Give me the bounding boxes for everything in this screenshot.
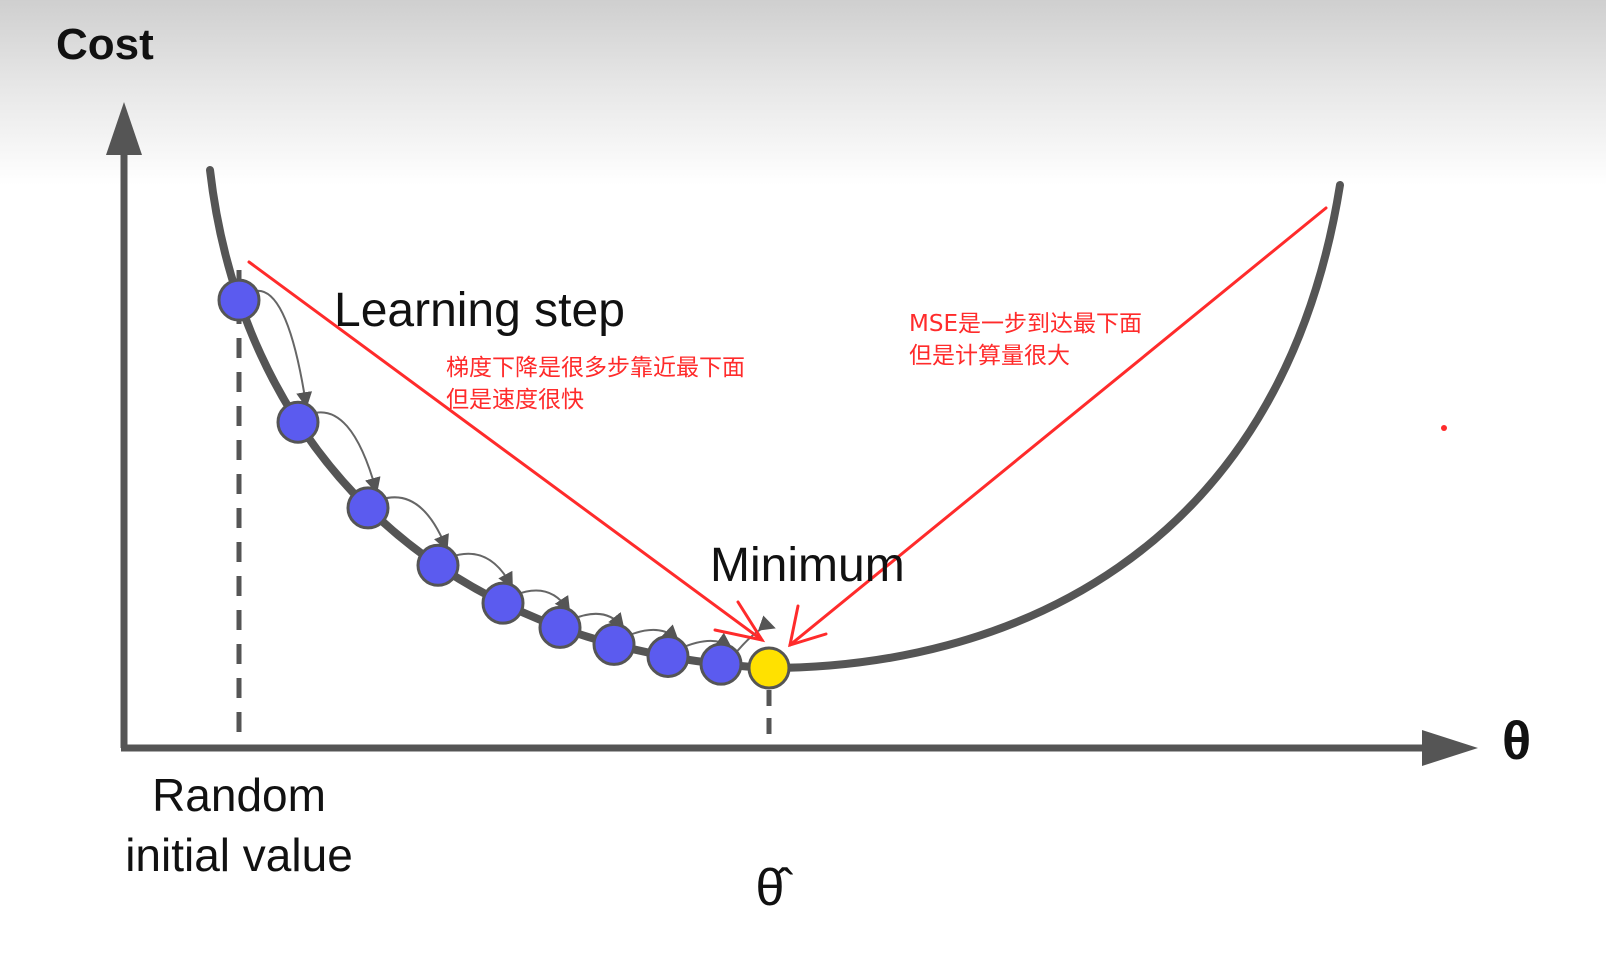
minimum-label: Minimum [710,539,905,592]
learning-step-point [217,278,261,322]
optimal-theta-label: θ̂ [755,859,785,917]
learning-step-hop-arrow [309,411,381,494]
x-axis-arrowhead [1422,730,1478,766]
random-label-line-2: initial value [125,829,353,881]
learning-step-point [538,605,582,649]
gradient-descent-note-line-1: 梯度下降是很多步靠近最下面 [446,355,745,381]
y-axis-arrowhead [106,102,142,155]
mse-note-line-1: MSE是一步到达最下面 [909,311,1142,337]
learning-step-hop-arrow [379,496,449,551]
learning-step-point [646,634,690,678]
mse-annotation-arrow [788,206,1328,648]
stray-red-dot [1441,425,1447,431]
learning-step-point [416,543,460,587]
learning-step-hop-arrow [449,552,513,589]
learning-step-points [217,278,743,686]
learning-step-point [481,581,525,625]
header-gradient-band [0,0,1606,185]
y-axis-label: Cost [56,20,154,69]
learning-step-point [699,642,743,686]
learning-step-point [346,486,390,530]
random-label-line-1: Random [152,769,326,821]
x-axis-label: θ [1502,711,1532,771]
learning-step-label: Learning step [334,284,625,337]
gradient-descent-note: 梯度下降是很多步靠近最下面 但是速度很快 [446,352,745,416]
mse-note-line-2: 但是计算量很大 [909,343,1070,369]
gradient-descent-note-line-2: 但是速度很快 [446,387,584,413]
learning-step-hop-arrow [250,289,313,409]
gradient-descent-annotation-arrow [247,260,766,643]
learning-step-point [592,622,636,666]
learning-step-point [276,400,320,444]
random-initial-value-label: Random initial value [108,765,370,885]
minimum-point [747,646,791,690]
mse-note: MSE是一步到达最下面 但是计算量很大 [909,308,1142,372]
cost-curve [206,166,1344,673]
